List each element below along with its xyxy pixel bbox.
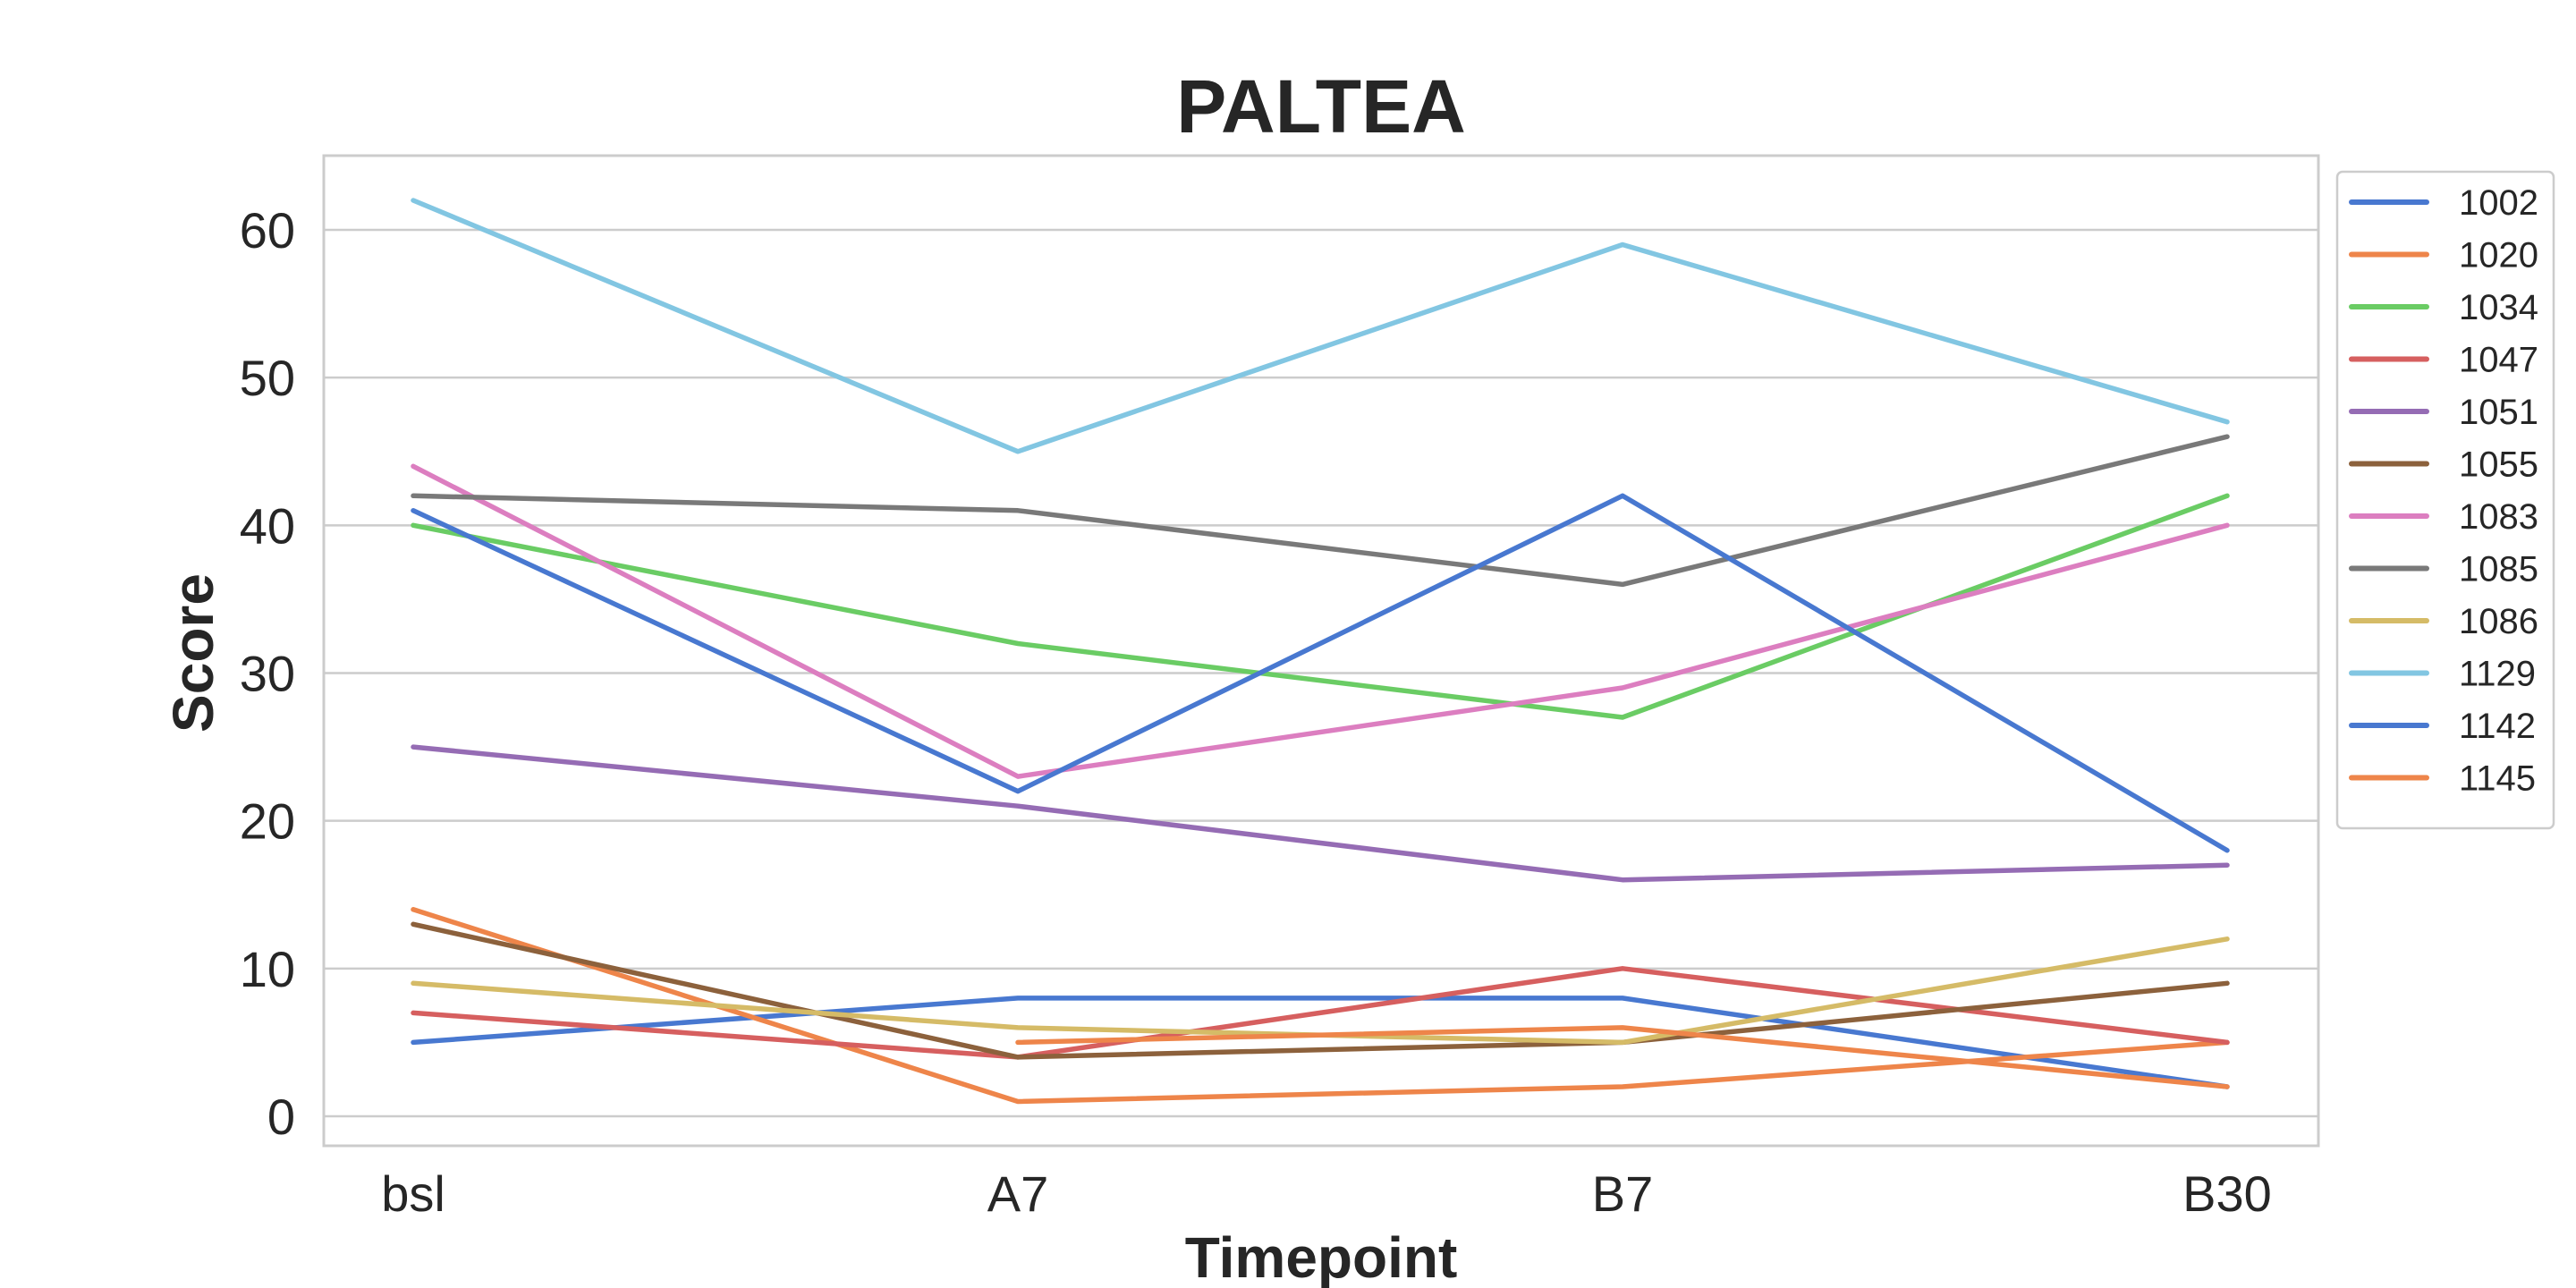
y-tick-label: 20 [240, 793, 295, 850]
legend-label: 1129 [2459, 655, 2536, 694]
legend-label: 1085 [2459, 550, 2538, 589]
x-tick-label: B30 [2182, 1165, 2272, 1222]
series-line-1086 [411, 936, 2230, 1046]
y-tick-label: 10 [240, 941, 295, 997]
series-line-1085 [411, 434, 2230, 588]
legend-box [2335, 170, 2555, 830]
series-line-1047 [411, 966, 2230, 1060]
y-tick-label: 40 [240, 497, 295, 554]
series-line-1142 [411, 493, 2230, 853]
legend-label: 1047 [2459, 341, 2538, 380]
y-tick-label: 50 [240, 350, 295, 406]
y-axis-title: Score [161, 573, 225, 733]
y-tick-label: 0 [267, 1089, 295, 1145]
x-tick-label: B7 [1592, 1165, 1654, 1222]
series-line-1145 [1015, 1025, 2230, 1089]
legend-label: 1034 [2459, 288, 2538, 327]
y-tick-label: 60 [240, 202, 295, 258]
series-line-1002 [411, 996, 2230, 1089]
legend-label: 1051 [2459, 393, 2538, 432]
y-tick-labels: 0 10 20 30 40 50 60 [240, 202, 295, 1145]
series-lines [411, 198, 2230, 1105]
x-tick-label: A7 [987, 1165, 1049, 1222]
series-line-1129 [411, 198, 2230, 454]
legend-label: 1142 [2459, 707, 2536, 746]
legend-label: 1020 [2459, 236, 2538, 275]
series-line-1055 [411, 921, 2230, 1060]
legend-label: 1002 [2459, 183, 2538, 223]
series-line-1051 [411, 744, 2230, 883]
legend-label: 1145 [2459, 759, 2536, 799]
legend-label: 1055 [2459, 445, 2538, 485]
x-tick-labels: bsl A7 B7 B30 [381, 1165, 2272, 1222]
chart-title: PALTEA [1176, 64, 1466, 148]
legend-label: 1083 [2459, 497, 2538, 537]
grid-lines [324, 228, 2318, 1118]
y-tick-label: 30 [240, 646, 295, 702]
legend: 1002 1020 1034 1047 1051 1055 1083 1085 1086 1129… [2335, 170, 2555, 830]
x-axis-title: Timepoint [1185, 1225, 1458, 1288]
series-line-1083 [411, 463, 2230, 779]
legend-label: 1086 [2459, 602, 2538, 641]
plot-frame [322, 154, 2320, 1148]
x-tick-label: bsl [381, 1165, 445, 1222]
